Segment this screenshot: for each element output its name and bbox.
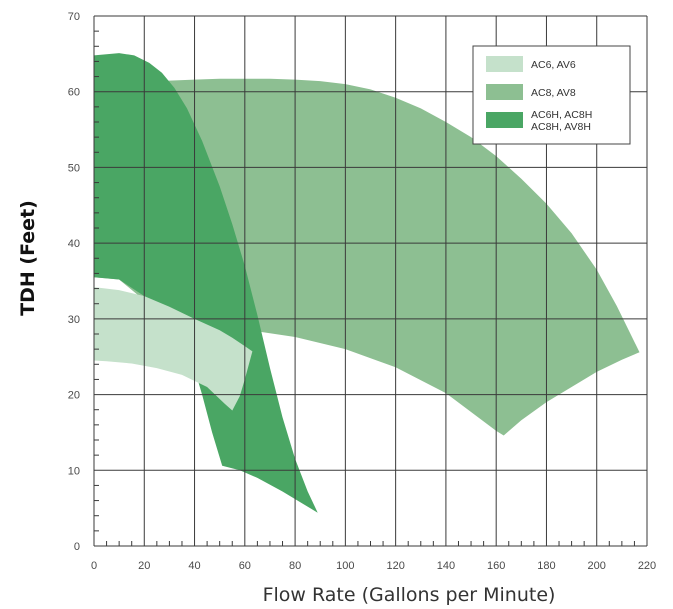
minor-ticks <box>94 30 635 546</box>
performance-areas <box>94 53 640 513</box>
area-series-3 <box>94 287 253 411</box>
area-series-1 <box>94 78 640 436</box>
area-series-2 <box>94 53 318 513</box>
x-tick-label: 120 <box>386 560 404 572</box>
x-tick-label: 180 <box>537 560 555 572</box>
y-tick-label: 30 <box>68 314 80 326</box>
y-tick-label: 40 <box>68 238 80 250</box>
x-tick-label: 200 <box>588 560 606 572</box>
x-tick-label: 80 <box>289 560 301 572</box>
y-axis-ticks: 0 10 20 30 40 50 60 70 <box>68 11 80 553</box>
x-tick-label: 100 <box>336 560 354 572</box>
legend-label: AC6H, AC8H <box>531 109 592 121</box>
y-tick-label: 0 <box>74 541 80 553</box>
x-tick-label: 140 <box>437 560 455 572</box>
y-tick-label: 20 <box>68 390 80 402</box>
legend-label: AC8, AV8 <box>531 87 576 99</box>
y-tick-label: 70 <box>68 11 80 23</box>
x-tick-label: 40 <box>188 560 200 572</box>
legend-swatch <box>486 112 523 128</box>
x-tick-label: 20 <box>138 560 150 572</box>
x-tick-label: 0 <box>91 560 97 572</box>
y-axis-label: TDH (Feet) <box>17 200 39 316</box>
y-tick-label: 60 <box>68 87 80 99</box>
x-axis-label: Flow Rate (Gallons per Minute) <box>263 584 556 606</box>
legend-swatch <box>486 56 523 72</box>
legend-swatch <box>486 84 523 100</box>
legend-label: AC6, AV6 <box>531 59 576 71</box>
legend-label: AC8H, AV8H <box>531 121 591 133</box>
x-tick-label: 160 <box>487 560 505 572</box>
x-tick-label: 220 <box>638 560 656 572</box>
x-tick-label: 60 <box>239 560 251 572</box>
x-axis-ticks: 0 20 40 60 80 100 120 140 160 180 200 220 <box>91 560 656 572</box>
y-tick-label: 50 <box>68 162 80 174</box>
y-tick-label: 10 <box>68 465 80 477</box>
